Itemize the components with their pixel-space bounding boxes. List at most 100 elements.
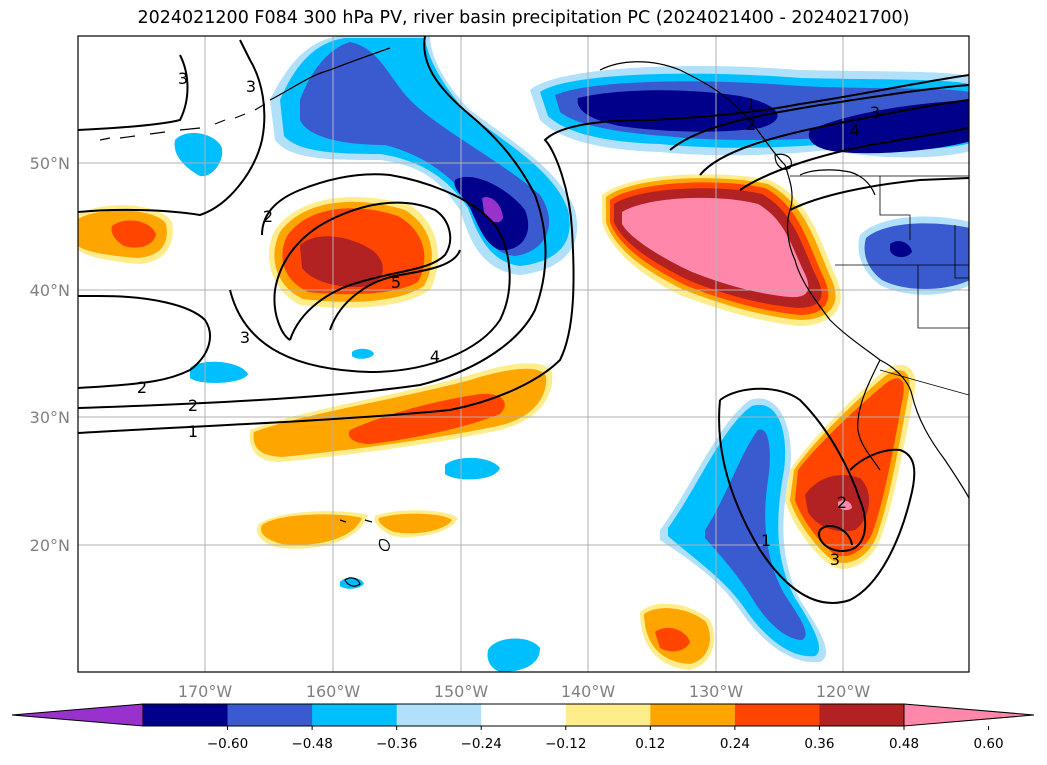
coastline <box>339 519 390 551</box>
lon-label-130w: 130°W <box>689 682 744 701</box>
map-title: 2024021200 F084 300 hPa PV, river basin … <box>137 8 910 28</box>
colorbar-segment <box>650 704 736 726</box>
colorbar-segment <box>819 704 905 726</box>
colorbar-extend-low <box>11 703 144 727</box>
contour-label: 4 <box>850 121 860 140</box>
pv-contour <box>329 249 461 331</box>
lon-label-150w: 150°W <box>434 682 489 701</box>
fill-region <box>864 223 969 289</box>
coastline <box>774 153 792 170</box>
border <box>954 225 969 279</box>
colorbar-segment <box>734 704 820 726</box>
colorbar-tick-label: 0.60 <box>974 736 1004 752</box>
pv-contour <box>273 201 452 341</box>
fill-region <box>174 133 223 177</box>
fill-region <box>805 475 870 532</box>
fill-region <box>838 500 852 511</box>
coastline <box>799 169 876 196</box>
contour-label: 3 <box>830 550 840 569</box>
contour-label: 2 <box>137 378 147 397</box>
pv-contour <box>669 84 969 151</box>
colorbar-extend-high <box>903 703 1035 727</box>
contour-label: 1 <box>188 422 198 441</box>
pv-contour <box>739 127 969 191</box>
colorbar-tick-label: 0.48 <box>889 736 919 752</box>
contour-label: 2 <box>263 207 273 226</box>
contour-label: 3 <box>178 69 188 88</box>
fill-region <box>705 429 806 640</box>
border <box>879 369 969 396</box>
contour-label: 4 <box>430 347 440 366</box>
colorbar-tick-label: 0.12 <box>635 736 665 752</box>
contour-label: 5 <box>391 273 401 292</box>
colorbar-segment <box>143 704 229 726</box>
colorbar-tick-label: −0.48 <box>291 736 332 752</box>
fill-region <box>445 457 500 480</box>
pv-contour <box>78 295 211 389</box>
fill-region <box>340 577 364 589</box>
contour-label: 3 <box>246 77 256 96</box>
fill-region <box>352 348 374 359</box>
border <box>879 176 911 240</box>
lat-label-50n: 50°N <box>30 154 70 173</box>
pv-contour <box>78 74 969 434</box>
colorbar-tick-label: 0.36 <box>804 736 834 752</box>
colorbar-segment <box>396 704 482 726</box>
contour-label: 1 <box>761 531 771 550</box>
lon-label-120w: 120°W <box>816 682 871 701</box>
fill-region <box>890 241 912 258</box>
fill-region <box>808 100 969 154</box>
coastlines <box>99 47 969 587</box>
colorbar-tick-label: −0.36 <box>376 736 417 752</box>
colorbar-tick-label: −0.60 <box>207 736 248 752</box>
contour-label: 3 <box>240 328 250 347</box>
coastline <box>344 577 361 587</box>
longitude-labels: 170°W 160°W 150°W 140°W 130°W 120°W <box>178 682 871 701</box>
fill-region <box>260 514 362 545</box>
fill-region <box>300 236 383 288</box>
pv-contour <box>78 39 266 217</box>
fill-region <box>655 627 690 652</box>
pv-contour <box>789 177 969 211</box>
colorbar-segment <box>565 704 651 726</box>
contour-label: 3 <box>870 103 880 122</box>
colorbar-tick-label: −0.12 <box>545 736 586 752</box>
contour-label: 2 <box>837 493 847 512</box>
lat-label-20n: 20°N <box>30 536 70 555</box>
pv-contour <box>78 36 547 409</box>
lat-label-30n: 30°N <box>30 408 70 427</box>
contour-label: 1 <box>746 95 756 114</box>
pv-contour <box>719 387 867 552</box>
borders <box>790 175 969 396</box>
pv-contour-labels: 1 2 3 4 5 2 3 2 1 1 2 3 4 2 3 3 <box>137 69 880 569</box>
contour-label: 2 <box>746 115 756 134</box>
colorbar-segment <box>227 704 313 726</box>
border <box>917 265 969 329</box>
precip-fill-layer <box>78 36 969 672</box>
lat-label-40n: 40°N <box>30 281 70 300</box>
latitude-labels: 50°N 40°N 30°N 20°N <box>30 154 70 555</box>
pv-contour <box>78 54 189 131</box>
coastline <box>269 47 391 101</box>
colorbar-segment <box>312 704 398 726</box>
fill-region <box>622 197 809 298</box>
pv-contour <box>229 173 511 374</box>
pv-contour <box>699 99 969 176</box>
colorbar-tick-label: 0.24 <box>720 736 750 752</box>
lon-label-170w: 170°W <box>178 682 233 701</box>
colorbar-tick-label: −0.24 <box>461 736 502 752</box>
pv-contour <box>718 399 916 604</box>
contour-label: 2 <box>188 396 198 415</box>
fill-region <box>111 220 156 248</box>
colorbar-segment <box>481 704 567 726</box>
lon-label-140w: 140°W <box>561 682 616 701</box>
fill-region <box>487 638 540 672</box>
lon-label-160w: 160°W <box>306 682 361 701</box>
coastline <box>599 61 969 500</box>
fill-region <box>378 513 452 534</box>
map-frame <box>77 35 970 673</box>
colorbar: −0.60 −0.48 −0.36 −0.24 −0.12 0.12 0.24 0.36 0.4… <box>11 703 1035 752</box>
pv-contours <box>78 36 969 604</box>
coastline <box>99 103 266 141</box>
